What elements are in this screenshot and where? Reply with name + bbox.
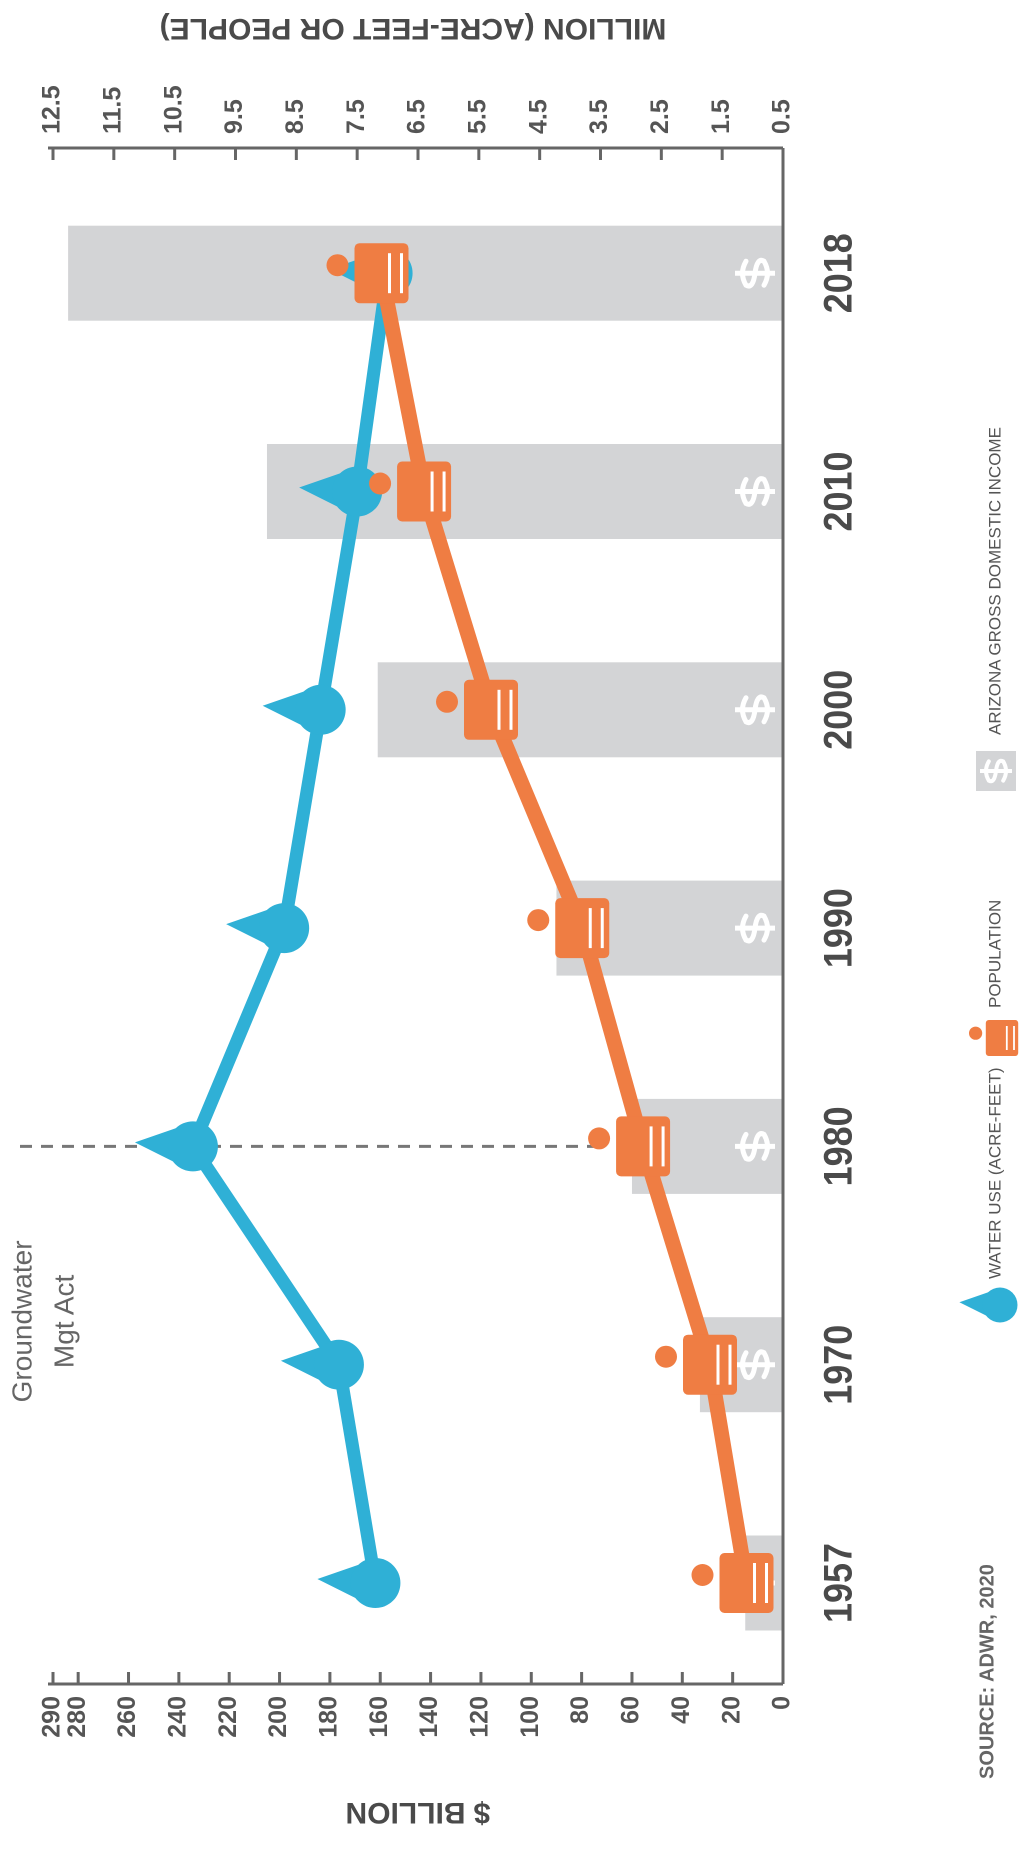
x-tick-label: 2000 [817,670,861,750]
drop-body [350,1558,401,1608]
population-marker [691,1553,774,1613]
population-marker [436,679,518,740]
y-tick-label: 200 [264,1696,292,1738]
y-tick-label: 120 [466,1696,494,1738]
population-marker [655,1334,737,1395]
dollar-icon [735,1131,775,1162]
y-tick-label: 60 [617,1696,645,1724]
water-marker [262,684,346,735]
source: SOURCE: ADWR, 2020 [976,1564,998,1779]
y2-tick-label: 1.5 [707,99,735,134]
person-head [691,1564,714,1586]
x-tick-label: 1990 [817,888,861,968]
rotated-chart: 0204060801001201401601802002202402602802… [6,12,1019,1829]
legend-label: WATER USE (ACRE-FEET) [985,1067,1004,1279]
y-tick-label: 290 [38,1696,66,1738]
bar [266,444,783,539]
y2-axis-title: MILLION (ACRE-FEET OR PEOPLE) [160,12,667,45]
drop-body [259,903,310,954]
legend-marker [959,1287,1018,1323]
x-tick-label: 1980 [817,1106,861,1186]
person-body [354,243,409,304]
y2-tick-label: 10.5 [159,85,187,134]
person-body [555,898,610,959]
bar [556,880,784,976]
water-marker [134,1121,218,1172]
y-tick-label: 0 [768,1696,796,1710]
y-tick-label: 220 [214,1696,242,1738]
person-body [719,1553,774,1613]
legend-label: ARIZONA GROSS DOMESTIC INCOME [985,427,1004,735]
y-tick-label: 80 [566,1696,594,1724]
x-tick-label: 2018 [817,233,861,313]
y2-tick-label: 6.5 [403,99,431,134]
person-body [464,679,518,740]
population-marker [527,898,610,959]
person-body [397,461,452,522]
y-tick-label: 260 [113,1696,141,1738]
y-tick-label: 280 [63,1696,91,1738]
person-head [588,1127,611,1150]
drop-body [295,684,346,735]
drop-body [313,1339,364,1390]
y2-tick-label: 7.5 [342,99,370,134]
person-head [655,1345,677,1368]
drop-body [167,1121,218,1172]
person-head [527,909,550,932]
y-tick-label: 240 [163,1696,191,1738]
person-head [968,1026,983,1040]
x-tick-label: 1957 [817,1543,861,1623]
legend-label: POPULATION [985,900,1004,1008]
water-marker [299,466,383,517]
y2-tick-label: 8.5 [281,99,309,134]
annotation-text: Groundwater [6,1240,37,1402]
person-body [683,1334,737,1395]
population-marker [326,243,409,304]
drop-body [982,1287,1018,1323]
population-marker [588,1116,671,1177]
y-tick-label: 140 [415,1696,443,1738]
y2-tick-label: 12.5 [38,85,66,134]
y2-tick-label: 9.5 [220,99,248,134]
y2-tick-label: 5.5 [463,99,491,134]
dollar-icon [735,694,775,726]
person-head [436,690,458,713]
annotation-text: Mgt Act [48,1275,79,1369]
water-marker [226,903,310,954]
y2-tick-label: 4.5 [524,99,552,134]
dollar-icon [979,758,1013,784]
water-marker [317,1558,401,1608]
person-head [369,472,392,495]
x-tick-label: 1970 [817,1325,861,1405]
y-tick-label: 20 [717,1696,745,1724]
dollar-icon [735,476,775,507]
y2-tick-label: 0.5 [768,99,796,134]
y2-tick-label: 3.5 [585,99,613,134]
y-tick-label: 160 [365,1696,393,1738]
dollar-icon [735,1349,775,1380]
x-tick-label: 2010 [817,452,861,532]
y-axis-title: $ BILLION [345,1796,490,1829]
y2-tick-label: 2.5 [646,99,674,134]
y-tick-label: 40 [667,1696,695,1724]
person-body [616,1116,671,1177]
population-marker [369,461,452,522]
dollar-icon [735,912,775,944]
y-tick-label: 180 [315,1696,343,1738]
y-tick-label: 100 [516,1696,544,1738]
y2-tick-label: 11.5 [98,87,126,134]
bar [377,662,783,758]
person-head [326,254,349,277]
legend-marker [968,1019,1019,1057]
water-marker [280,1339,364,1390]
drop-body [332,466,383,517]
person-body [985,1019,1019,1057]
dollar-icon [735,257,775,289]
bar [68,225,783,321]
